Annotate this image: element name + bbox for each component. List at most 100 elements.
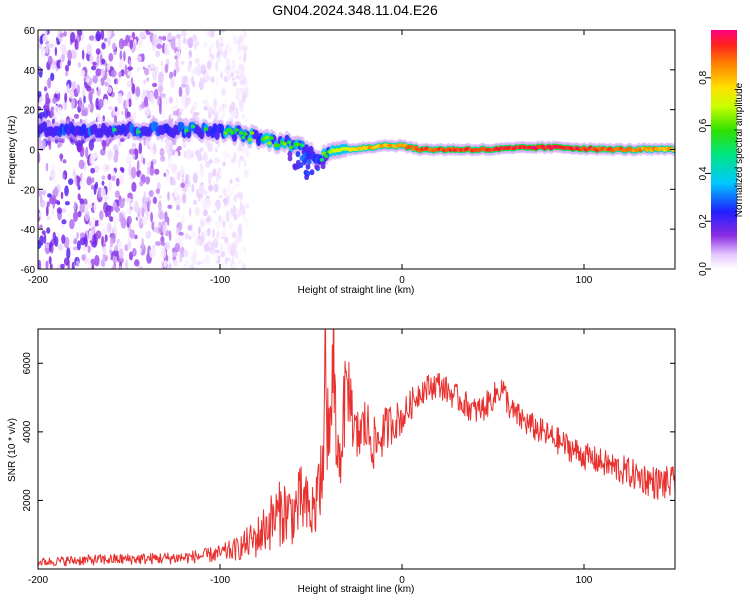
spectrogram-noise-cell: [136, 160, 140, 172]
spectrogram-noise-cell: [141, 237, 145, 250]
spectrogram-noise-cell: [164, 242, 170, 250]
spectrogram-noise-cell: [82, 86, 86, 98]
spectrogram-noise-cell: [159, 104, 162, 115]
spectrogram-noise-cell: [184, 232, 190, 240]
spectrogram-noise-cell: [110, 37, 116, 45]
spectrogram-noise-cell: [131, 181, 137, 193]
spectrogram-noise-cell: [142, 157, 146, 165]
spectrogram-noise-cell: [203, 229, 208, 238]
spectrogram-noise-cell: [50, 72, 55, 82]
spectrogram-noise-cell: [170, 180, 177, 186]
spectrogram-noise-cell: [108, 180, 112, 192]
spectrogram-noise-cell: [144, 67, 150, 76]
spectrogram-noise-cell: [143, 191, 146, 203]
spectrogram-noise-cell: [174, 151, 179, 160]
spectrogram-noise-cell: [44, 243, 50, 249]
spectrogram-noise-cell: [101, 42, 106, 50]
spectrogram-noise-cell: [79, 232, 86, 238]
spectrogram-noise-cell: [226, 194, 230, 205]
snr-panel: -200 -100 0 100 2000 4000 6000 Height of stra…: [7, 328, 676, 595]
colorbar: 0.0 0.2 0.4 0.6 0.8 Normalized spectral ampl…: [698, 30, 745, 276]
spectrogram-noise-cell: [81, 171, 88, 183]
spectrogram-noise-cell: [118, 38, 125, 50]
spectrogram-noise-cell: [148, 30, 155, 33]
spectrogram-noise-cell: [157, 221, 162, 229]
spectrogram-noise-cell: [160, 60, 163, 67]
spectrogram-noise-cell: [112, 201, 117, 210]
spectrogram-ridge-core-cell: [265, 135, 270, 140]
spectrogram-noise-cell: [71, 82, 75, 90]
spectrogram-noise-cell: [240, 75, 243, 83]
spectrogram-noise-cell: [134, 95, 138, 101]
spectrogram-ridge-core-cell: [321, 151, 327, 156]
snr-x-tick-label: -200: [28, 575, 48, 586]
spectrogram-ridge-core-cell: [190, 124, 196, 129]
spectrogram-noise-cell: [113, 223, 118, 236]
spectrogram-noise-cell: [102, 245, 109, 256]
spectrogram-noise-cell: [213, 205, 217, 211]
spectrogram-noise-cell: [201, 30, 205, 37]
spectrogram-noise-cell: [191, 76, 194, 85]
spectrogram-noise-cell: [67, 209, 72, 218]
spectrogram-noise-cell: [70, 230, 75, 242]
spectrogram-noise-cells: [38, 30, 250, 269]
spectrogram-noise-cell: [109, 238, 113, 248]
spectrogram-noise-cell: [213, 156, 219, 164]
spectrogram-noise-cell: [98, 220, 101, 226]
spectrogram-ridge-core-cell: [238, 131, 244, 135]
spectrogram-noise-cell: [234, 238, 238, 249]
spectrogram-noise-cell: [180, 60, 185, 65]
spectrogram-noise-cell: [104, 98, 109, 109]
snr-x-tick-label: 0: [399, 575, 405, 586]
spectrogram-noise-cell: [51, 209, 55, 216]
spectrogram-noise-cell: [120, 167, 125, 173]
spectrogram-noise-cell: [192, 199, 198, 205]
spectrogram-noise-cell: [135, 216, 139, 221]
spectrogram-noise-cell: [156, 38, 163, 45]
spectrogram-noise-cell: [119, 58, 124, 69]
spectrogram-y-axis-label: Frequency (Hz): [7, 116, 18, 185]
spectrogram-y-tick-label: -60: [21, 265, 36, 276]
spectrogram-noise-cell: [86, 43, 93, 55]
spectrogram-noise-cell: [155, 241, 162, 246]
spectrogram-noise-cell: [127, 71, 133, 77]
spectrogram-noise-cell: [122, 197, 126, 203]
spectrogram-noise-cell: [93, 233, 97, 245]
spectrogram-noise-cell: [180, 182, 185, 188]
spectrogram-noise-cell: [229, 186, 235, 197]
spectrogram-noise-cell: [94, 254, 100, 267]
spectrogram-noise-cell: [63, 257, 70, 266]
spectrogram-noise-cell: [197, 150, 202, 162]
spectrogram-noise-cell: [208, 171, 212, 182]
snr-frame: [37, 328, 676, 570]
spectrogram-noise-cell: [191, 35, 198, 41]
spectrogram-noise-cell: [242, 147, 246, 155]
spectrogram-noise-cell: [101, 228, 107, 236]
spectrogram-noise-cell: [137, 151, 142, 163]
spectrogram-noise-cell: [146, 77, 150, 82]
spectrogram-noise-cell: [173, 259, 178, 267]
spectrogram-noise-cell: [213, 219, 218, 226]
spectrogram-noise-cell: [39, 96, 45, 106]
spectrogram-noise-cell: [175, 200, 179, 206]
spectrogram-noise-cell: [206, 75, 210, 82]
spectrogram-noise-cell: [195, 170, 201, 176]
spectrogram-noise-cell: [90, 258, 96, 267]
spectrogram-noise-cell: [182, 141, 187, 149]
spectrogram-noise-cell: [126, 215, 132, 225]
spectrogram-noise-cell: [207, 106, 214, 117]
spectrogram-noise-cell: [155, 50, 161, 58]
colorbar-tick-label: 0.0: [698, 262, 709, 276]
spectrogram-noise-cell: [149, 63, 155, 70]
spectrogram-noise-cell: [226, 64, 230, 70]
spectrogram-noise-cell: [202, 152, 208, 162]
spectrogram-noise-cell: [181, 30, 187, 37]
spectrogram-noise-cell: [101, 180, 105, 186]
spectrogram-noise-cell: [38, 66, 42, 73]
spectrogram-noise-cell: [237, 43, 242, 52]
spectrogram-noise-cell: [88, 35, 95, 41]
spectrogram-noise-cell: [171, 105, 177, 113]
spectrogram-noise-cell: [46, 42, 49, 55]
spectrogram-noise-cell: [128, 59, 132, 67]
